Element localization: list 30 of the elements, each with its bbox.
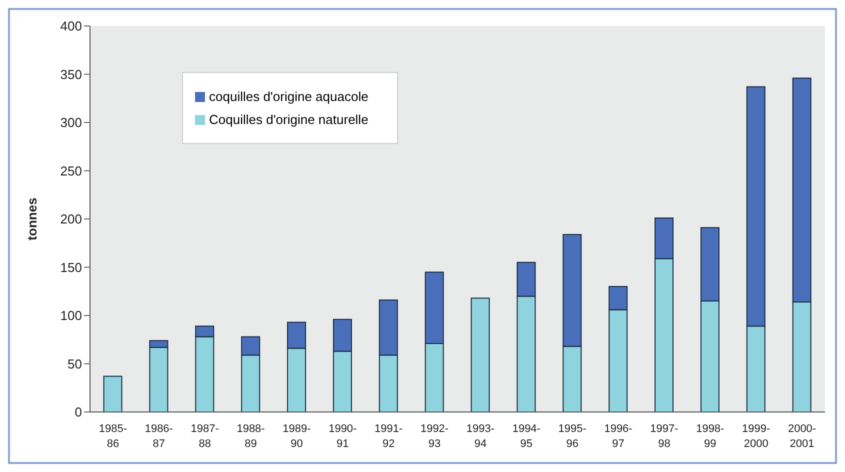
legend-label: Coquilles d'origine naturelle [209, 112, 368, 127]
x-tick-label: 1985- 86 [98, 423, 128, 450]
y-tick-label: 200 [60, 212, 82, 227]
x-tick-label: 1989- 90 [282, 423, 312, 450]
bar [103, 376, 122, 412]
x-tick-label: 1996- 97 [604, 423, 633, 450]
y-axis-title: tonnes [24, 198, 40, 240]
y-tick-label: 300 [60, 115, 82, 130]
x-tick-label: 1988- 89 [236, 423, 266, 450]
x-tick-label: 1991- 92 [374, 423, 403, 450]
y-tick-label: 250 [60, 163, 82, 178]
y-tick-label: 150 [60, 260, 82, 275]
x-tick-label: 1998- 99 [696, 423, 725, 450]
x-tick-label: 1992- 93 [420, 423, 449, 450]
bar [470, 298, 490, 412]
x-tick-label: 1995- 96 [558, 423, 587, 450]
x-tick-label: 1987- 88 [190, 423, 220, 450]
y-tick-label: 0 [74, 404, 82, 420]
x-tick-label: 1997- 98 [650, 423, 679, 450]
legend-label: coquilles d'origine aquacole [209, 89, 368, 104]
x-tick-label: 1986- 87 [144, 423, 174, 450]
y-tick-label: 400 [60, 18, 82, 34]
x-tick-label: 1993- 94 [466, 423, 495, 450]
y-tick-label: 350 [60, 66, 82, 82]
x-tick-label: 1990- 91 [328, 423, 358, 450]
x-tick-label: 2000- 2001 [788, 423, 816, 450]
y-tick-label: 100 [60, 308, 82, 324]
y-tick-label: 50 [68, 356, 82, 372]
x-tick-label: 1994- 95 [512, 423, 541, 450]
x-tick-label: 1999- 2000 [742, 423, 770, 450]
